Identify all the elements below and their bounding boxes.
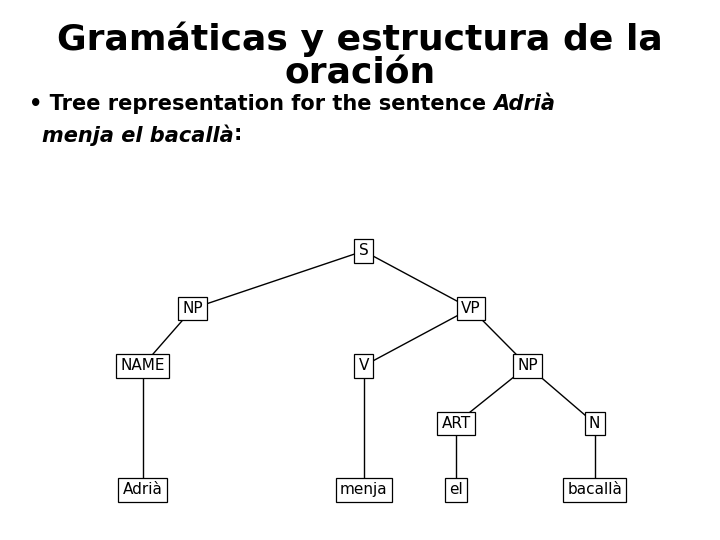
Text: NP: NP bbox=[183, 301, 203, 316]
Text: NP: NP bbox=[518, 359, 538, 373]
Text: menja: menja bbox=[340, 482, 387, 497]
Text: bacallà: bacallà bbox=[567, 482, 622, 497]
Text: V: V bbox=[359, 359, 369, 373]
Text: N: N bbox=[589, 416, 600, 431]
Text: menja el bacallà: menja el bacallà bbox=[42, 124, 233, 146]
Text: Adrià: Adrià bbox=[122, 482, 163, 497]
Text: • Tree representation for the sentence: • Tree representation for the sentence bbox=[29, 94, 493, 114]
Text: ART: ART bbox=[441, 416, 471, 431]
Text: menja el bacallà: menja el bacallà bbox=[42, 124, 233, 146]
Text: VP: VP bbox=[461, 301, 480, 316]
Text: Gramáticas y estructura de la: Gramáticas y estructura de la bbox=[57, 22, 663, 57]
Text: :: : bbox=[233, 124, 242, 144]
Text: oración: oración bbox=[284, 57, 436, 91]
Text: NAME: NAME bbox=[120, 359, 165, 373]
Text: S: S bbox=[359, 244, 369, 259]
Text: el: el bbox=[449, 482, 463, 497]
Text: Adrià: Adrià bbox=[493, 94, 555, 114]
